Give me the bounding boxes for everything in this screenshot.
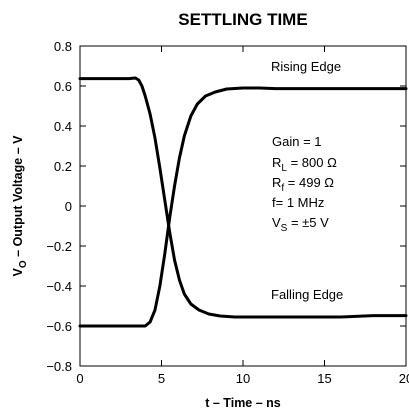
y-tick-label: 0.2 bbox=[54, 159, 72, 174]
y-tick-label: −0.6 bbox=[46, 319, 72, 334]
rl-sub: L bbox=[281, 163, 287, 174]
chart-title: SETTLING TIME bbox=[178, 10, 307, 29]
y-axis-label: VO – Output Voltage – V bbox=[11, 135, 29, 277]
y-tick-label: −0.2 bbox=[46, 239, 72, 254]
x-tick-label: 10 bbox=[236, 371, 250, 386]
rl-annotation: RL = 800 Ω bbox=[272, 155, 337, 174]
x-axis-label: t – Time – ns bbox=[205, 396, 281, 410]
series-lines bbox=[78, 76, 408, 328]
x-tick-label: 15 bbox=[317, 371, 331, 386]
rl-rest: = 800 Ω bbox=[287, 155, 337, 170]
series-line-rising-edge bbox=[78, 86, 408, 328]
x-tick-label: 20 bbox=[399, 371, 409, 386]
y-tick-label: −0.4 bbox=[46, 279, 72, 294]
rf-annotation: Rf = 499 Ω bbox=[272, 175, 334, 194]
rf-sub: f bbox=[281, 183, 284, 194]
vs-sub: S bbox=[281, 223, 288, 234]
rising-edge-label: Rising Edge bbox=[271, 59, 341, 74]
vs-annotation: VS = ±5 V bbox=[272, 215, 329, 234]
x-tick-label: 0 bbox=[76, 371, 83, 386]
y-tick-label: 0.6 bbox=[54, 79, 72, 94]
y-axis-label-rest: – Output Voltage – V bbox=[11, 135, 25, 260]
vs-main: V bbox=[272, 215, 281, 230]
y-tick-label: 0.8 bbox=[54, 39, 72, 54]
series-line-falling-edge bbox=[78, 76, 408, 319]
y-tick-label: −0.8 bbox=[46, 359, 72, 374]
rf-main: R bbox=[272, 175, 281, 190]
falling-edge-label: Falling Edge bbox=[271, 287, 343, 302]
x-axis-tick-labels: 0 5 10 15 20 bbox=[76, 371, 409, 386]
y-tick-label: 0.4 bbox=[54, 119, 72, 134]
x-tick-label: 5 bbox=[158, 371, 165, 386]
vs-rest: = ±5 V bbox=[287, 215, 329, 230]
freq-annotation: f= 1 MHz bbox=[272, 195, 324, 210]
rl-main: R bbox=[272, 155, 281, 170]
x-axis-ticks bbox=[79, 46, 407, 366]
y-axis-label-sub: O bbox=[18, 260, 29, 268]
gain-annotation: Gain = 1 bbox=[272, 134, 322, 149]
y-tick-label: 0 bbox=[65, 199, 72, 214]
y-axis-label-prefix: V bbox=[11, 267, 25, 276]
rf-rest: = 499 Ω bbox=[284, 175, 334, 190]
y-axis-tick-labels: −0.8 −0.6 −0.4 −0.2 0 0.2 0.4 0.6 0.8 bbox=[46, 39, 72, 374]
